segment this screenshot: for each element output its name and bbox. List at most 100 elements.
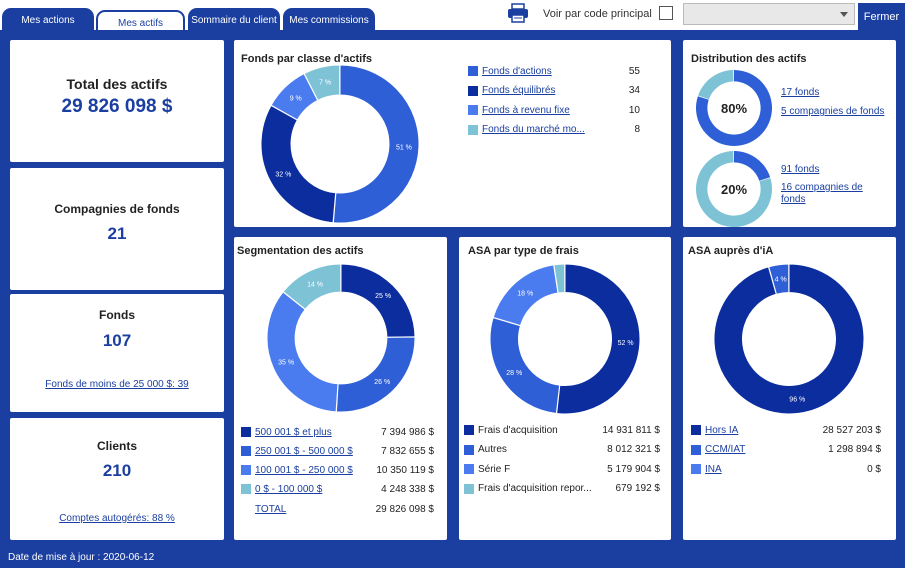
legend-label[interactable]: Fonds d'actions [482,65,552,77]
legend-swatch [241,465,251,475]
legend-item[interactable]: Fonds du marché mo... 8 [468,123,640,137]
legend-swatch [691,464,701,474]
donut-slice[interactable] [768,263,790,295]
fonds-moins-25000-link[interactable]: Fonds de moins de 25 000 $: 39 [45,379,189,390]
donut-slice[interactable] [282,263,342,311]
legend-label[interactable]: 500 001 $ et plus [255,426,332,438]
legend-label[interactable]: 100 001 $ - 250 000 $ [255,464,353,476]
distribution-slice[interactable] [696,70,772,146]
legend-item[interactable]: Autres 8 012 321 $ [464,443,660,457]
legend-item[interactable]: Fonds à revenu fixe 10 [468,103,640,117]
legend-item[interactable]: CCM/IAT 1 298 894 $ [691,443,881,457]
legend-value: 8 012 321 $ [607,444,660,455]
donut-slice[interactable] [553,263,566,294]
comptes-autogeres-link[interactable]: Comptes autogérés: 88 % [59,513,175,524]
slice-label: 52 % [618,340,634,347]
legend-item[interactable]: Fonds d'actions 55 [468,64,640,78]
voir-par-code-checkbox[interactable] [659,6,673,20]
donut-slice[interactable] [332,64,420,224]
legend-item[interactable]: 0 $ - 100 000 $ 4 248 338 $ [241,482,434,496]
legend-swatch [241,427,251,437]
kpi-clients-label: Clients [96,439,137,453]
legend-total-value: 29 826 098 $ [375,503,434,515]
distribution-title: Distribution des actifs [691,53,807,65]
legend-total-label[interactable]: TOTAL [255,503,287,515]
donut-slice[interactable] [713,263,865,415]
legend-label[interactable]: Fonds à revenu fixe [482,104,570,116]
legend-value: 8 [634,124,640,135]
legend-item[interactable]: Frais d'acquisition repor... 679 192 $ [464,482,660,496]
fermer-button[interactable]: Fermer [858,3,905,31]
slice-label: 35 % [278,360,294,367]
legend-swatch [468,124,478,135]
legend-label[interactable]: CCM/IAT [705,444,746,455]
slice-label: 28 % [506,370,522,377]
legend-item[interactable]: Série F 5 179 904 $ [464,462,660,476]
distribution-slice[interactable] [734,151,771,181]
distribution-link-5-compagnies[interactable]: 5 compagnies de fonds [781,106,885,117]
kpi-fonds-label: Fonds [99,308,135,322]
donut-slice[interactable] [340,263,416,338]
legend-value: 679 192 $ [615,483,661,494]
chevron-down-icon [840,12,848,17]
tab-mes-actions[interactable]: Mes actions [2,8,94,32]
donut-slice[interactable] [335,336,416,413]
asa-aupres-ia-donut: 96 % 4 % [713,263,865,415]
legend-swatch [464,444,474,455]
donut-slice[interactable] [266,291,339,413]
legend-item[interactable]: Fonds équilibrés 34 [468,84,640,98]
distribution-link-91-fonds[interactable]: 91 fonds [781,164,820,175]
legend-item[interactable]: 100 001 $ - 250 000 $ 10 350 119 $ [241,463,434,477]
legend-item[interactable]: INA 0 $ [691,462,881,476]
legend-label[interactable]: Fonds équilibrés [482,85,556,96]
slice-label: 14 % [307,281,323,288]
donut-slice[interactable] [260,104,337,224]
legend-swatch [691,425,701,435]
slice-label: 25 % [375,293,391,300]
distribution-center-pct: 20% [721,182,747,197]
legend-value: 10 [628,104,640,116]
legend-item[interactable]: Hors IA 28 527 203 $ [691,423,881,437]
legend-item[interactable]: Frais d'acquisition 14 931 811 $ [464,423,660,437]
legend-label[interactable]: Fonds du marché mo... [482,124,585,135]
legend-label[interactable]: Hors IA [705,424,739,436]
legend-swatch [468,66,478,76]
tab-sommaire-du-client[interactable]: Sommaire du client [188,8,280,32]
legend-label[interactable]: 0 $ - 100 000 $ [255,483,323,495]
printer-icon[interactable] [507,3,529,23]
kpi-compagnies-value: 21 [107,224,127,243]
chart-title: Segmentation des actifs [237,245,364,257]
distribution-slice-rest[interactable] [698,70,734,100]
voir-par-code-label: Voir par code principal [543,8,652,20]
slice-label: 18 % [517,291,533,298]
donut-slice[interactable] [489,317,561,415]
distribution-donut-2: 20% [696,151,772,227]
legend-value: 55 [628,65,640,77]
legend-label[interactable]: INA [705,463,722,475]
fonds-par-classe-legend: Fonds d'actions 55 Fonds équilibrés 34 Fonds… [468,64,648,144]
distribution-link-16-compagnies[interactable]: 16 compagnies de fonds [781,182,863,205]
legend-item[interactable]: 500 001 $ et plus 7 394 986 $ [241,425,434,439]
legend-swatch [241,446,251,456]
slice-label: 96 % [789,397,805,404]
kpi-fonds-card: Fonds 107 Fonds de moins de 25 000 $: 39 [10,294,224,412]
chart-title: ASA par type de frais [468,245,579,257]
donut-slice[interactable] [556,263,641,415]
kpi-clients-value: 210 [102,461,132,480]
distribution-link-17-fonds[interactable]: 17 fonds [781,87,820,98]
legend-value: 10 350 119 $ [376,464,434,476]
kpi-total-value: 29 826 098 $ [61,96,173,117]
legend-swatch [464,464,474,474]
legend-item[interactable]: 250 001 $ - 500 000 $ 7 832 655 $ [241,444,434,458]
kpi-total-label: Total des actifs [66,76,168,92]
legend-swatch [468,105,478,115]
asa-type-frais-legend: Frais d'acquisition 14 931 811 $ Autres 8 0… [464,423,666,496]
distribution-slice-rest[interactable] [696,151,772,227]
donut-slice[interactable] [303,64,341,101]
slice-label: 51 % [396,144,412,151]
legend-label[interactable]: 250 001 $ - 500 000 $ [255,445,353,457]
legend-swatch [464,483,474,494]
code-principal-select[interactable] [683,3,855,25]
tab-mes-commissions[interactable]: Mes commissions [283,8,375,32]
distribution-center-pct: 80% [721,101,747,116]
